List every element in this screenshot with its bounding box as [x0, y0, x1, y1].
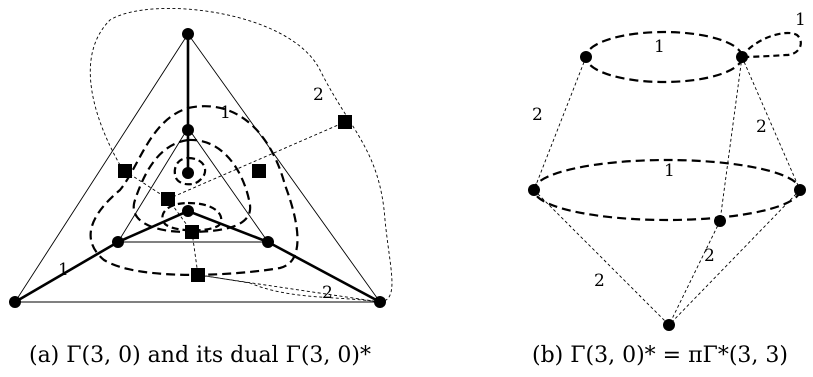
dual-vertex-center [161, 192, 175, 206]
vertex-b-bottom [663, 319, 675, 331]
vertex-outer-right [374, 296, 386, 308]
vertex-top [182, 28, 194, 40]
label-b-loop-weight: 1 [795, 10, 806, 30]
caption-a: (a) Γ(3, 0) and its dual Γ(3, 0)* [29, 343, 371, 368]
caption-b: (b) Γ(3, 0)* = πΓ*(3, 3) [532, 343, 788, 368]
vertex-inner-left [112, 236, 124, 248]
label-weight-1-left: 1 [58, 260, 69, 280]
label-b-right-edge-weight: 2 [756, 117, 767, 137]
vertex-b-top-left [580, 51, 592, 63]
figure-b: 1 1 2 2 1 2 2 (b) Γ(3, 0)* = πΓ*(3, 3) [528, 10, 806, 368]
label-b-middle-cycle-weight: 1 [664, 161, 675, 181]
figure-a: 1 2 1 2 (a) Γ(3, 0) and its dual Γ(3, 0)… [9, 7, 393, 368]
vertex-inner-right [262, 236, 274, 248]
label-weight-2-outer: 2 [313, 85, 324, 105]
dual-vertex-left [118, 164, 132, 178]
dashed-loop-outer [89, 105, 299, 276]
vertex-b-mid-front [714, 215, 726, 227]
vertex-inner-low [182, 205, 194, 217]
vertex-outer-left [9, 296, 21, 308]
dotted-dual-edge-1 [167, 121, 346, 200]
label-weight-1-inner: 1 [220, 103, 231, 123]
dual-vertex-lower [185, 225, 199, 239]
outer-triangle [14, 33, 381, 303]
vertex-mid-top [182, 124, 194, 136]
vertex-b-mid-left [528, 184, 540, 196]
dashed-self-loop [741, 31, 802, 59]
vertex-b-mid-right [794, 184, 806, 196]
dotted-edge-midright-to-bottom [668, 189, 801, 326]
inner-triangle [117, 127, 269, 243]
label-b-top-cycle-weight: 1 [654, 37, 665, 57]
label-b-left-edge-weight: 2 [532, 105, 543, 125]
dotted-edge-topright-to-midfront [719, 56, 743, 222]
vertex-center [182, 167, 194, 179]
dotted-edge-topright-to-midright [741, 56, 801, 191]
dual-vertex-outer [338, 115, 352, 129]
vertex-b-top-right [736, 51, 748, 63]
label-b-bottom-left-weight: 2 [594, 271, 605, 291]
label-b-bottom-right-weight: 2 [704, 246, 715, 266]
dashed-loop-middle [132, 138, 252, 234]
dotted-edge-midleft-to-bottom [533, 189, 670, 326]
outer-dotted-boundary [89, 7, 393, 303]
dotted-dual-edge-4 [191, 231, 199, 276]
dashed-loop-inner [173, 156, 207, 186]
dotted-edge-midfront-to-bottom [668, 220, 721, 326]
dual-vertex-right [252, 164, 266, 178]
dotted-edge-topleft-to-midleft [533, 56, 587, 191]
label-weight-2-bottom: 2 [322, 283, 333, 303]
dual-vertex-bottom [191, 268, 205, 282]
